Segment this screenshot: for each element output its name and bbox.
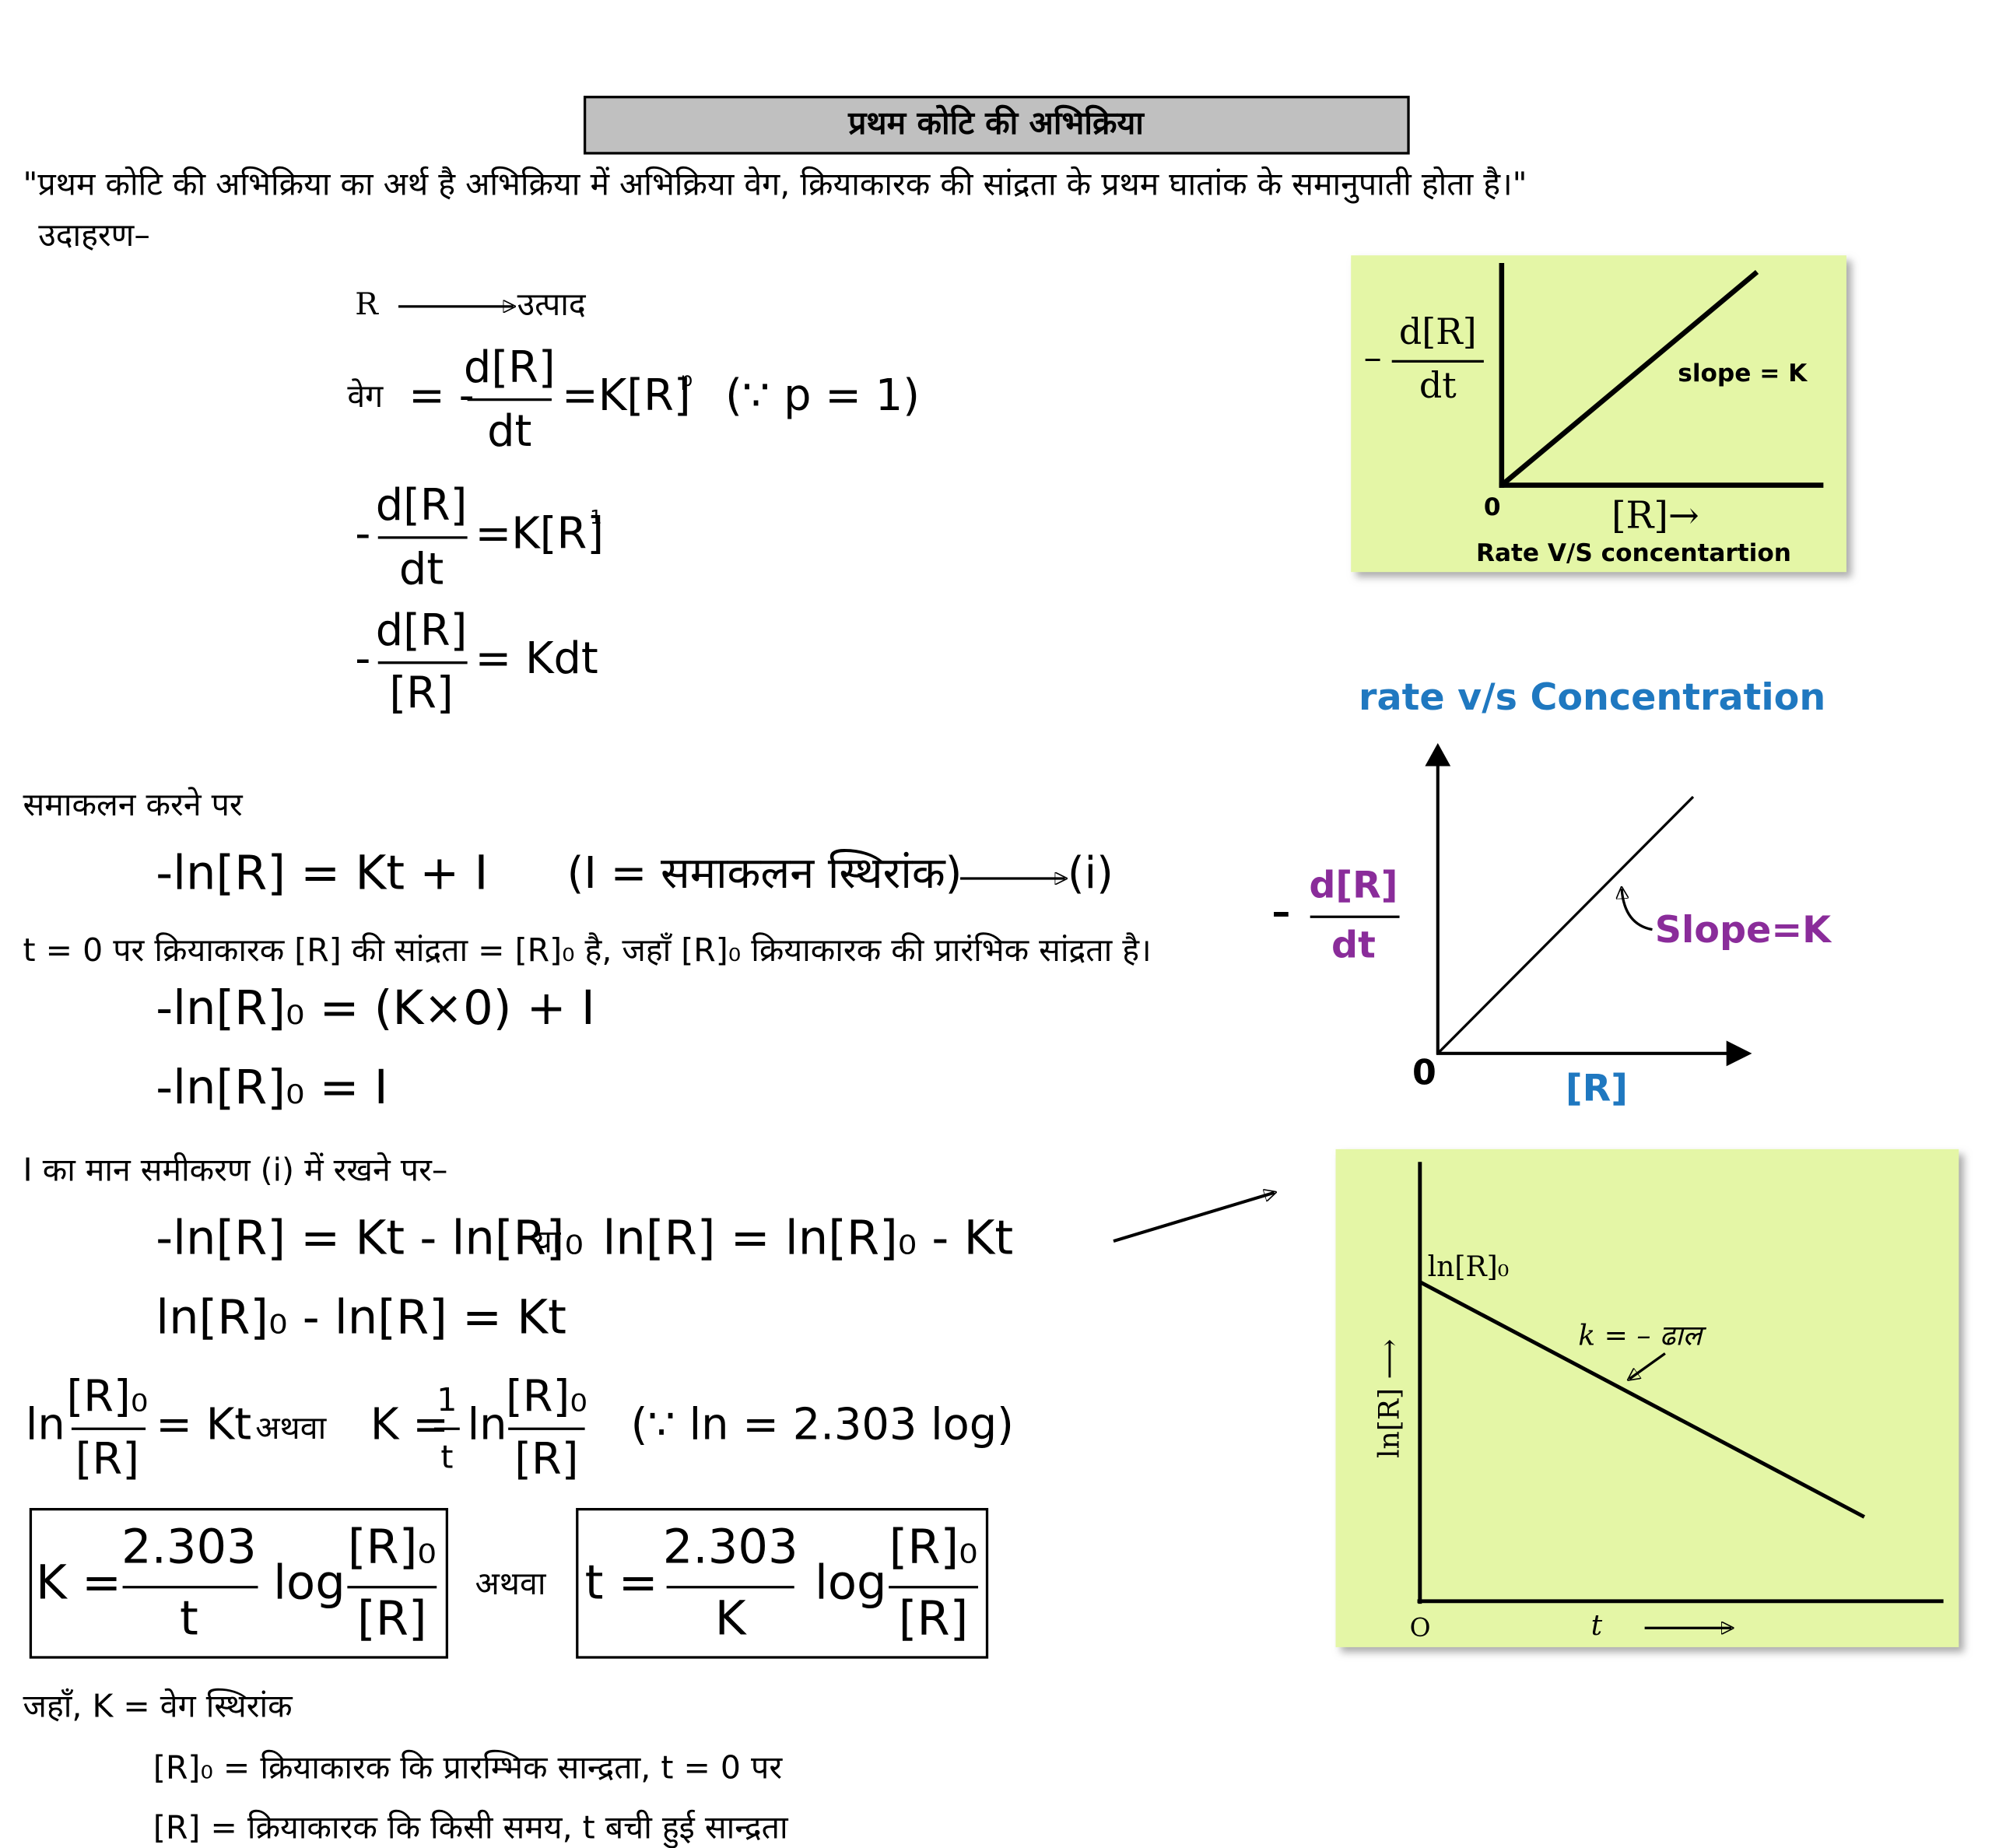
numerator: d[R] (376, 605, 468, 656)
graph-title: rate v/s Concentration (1359, 676, 1825, 719)
pointer (1622, 889, 1653, 931)
eq-text: अथवा (255, 1409, 327, 1446)
eq-text: t = (585, 1556, 658, 1611)
axis-arrow (1726, 1040, 1752, 1067)
eq-text: -ln[R] = Kt + I (156, 846, 488, 900)
eq-text: ln[R]₀ - ln[R] = Kt (156, 1290, 566, 1345)
label: – (1271, 891, 1290, 934)
numerator: d[R] (376, 480, 468, 531)
numerator: 2.303 (663, 1520, 798, 1575)
eq-text: वेग (347, 377, 384, 415)
eq-text: (i) (1068, 848, 1113, 899)
eq-text: log (815, 1556, 887, 1611)
pointer (1629, 1352, 1666, 1379)
eq-text: -ln[R]₀ = (K×0) + I (156, 981, 595, 1036)
denominator: K (715, 1592, 748, 1646)
equation-box (29, 1508, 449, 1659)
numerator: d[R] (464, 342, 556, 393)
eq-text: (I = समाकलन स्थिरांक) (567, 848, 963, 899)
denominator: [R] (899, 1592, 969, 1646)
annotation: k = – ढाल (1578, 1319, 1706, 1352)
arrow (1113, 1193, 1275, 1243)
reactant: R (355, 286, 379, 322)
text: I का मान समीकरण (i) में रखने पर– (23, 1151, 448, 1188)
definition: "प्रथम कोटि की अभिक्रिया का अर्थ है अभिक… (23, 166, 1527, 204)
numerator: [R]₀ (67, 1372, 149, 1422)
denominator: dt (399, 544, 444, 594)
label: [R]→ (1611, 495, 1699, 538)
denominator: t (440, 1439, 453, 1476)
plot-line (1499, 270, 1759, 488)
denominator: dt (487, 406, 531, 457)
plot-line (1436, 795, 1695, 1054)
denominator: [R] (357, 1592, 427, 1646)
title-box (583, 96, 1410, 155)
text: समाकलन करने पर (23, 786, 244, 823)
label: dt (1419, 364, 1457, 406)
eq-text: - (355, 633, 370, 684)
denominator: [R] (514, 1434, 578, 1485)
denominator: [R] (389, 668, 453, 718)
text: [R] = क्रियाकारक कि किसी समय, t बची हुई … (153, 1809, 789, 1848)
eq-text: -ln[R] = Kt - ln[R]₀ (156, 1212, 584, 1266)
eq-text: log (273, 1556, 345, 1611)
label: dt (1331, 924, 1376, 967)
annotation: Slope=K (1655, 909, 1832, 952)
eq-text: K = (370, 1400, 449, 1450)
graph-panel (1351, 255, 1846, 573)
label: – (1364, 336, 1382, 378)
eq-text: अथवा (475, 1565, 546, 1602)
equation-box (576, 1508, 989, 1659)
y-label: ln[R] ⟶ (1373, 1339, 1406, 1458)
eq-text: या (534, 1222, 562, 1260)
text: जहाँ, K = वेग स्थिरांक (23, 1688, 294, 1725)
axis-arrow (1425, 743, 1451, 766)
denominator: [R] (75, 1434, 139, 1485)
eq-text: ln (468, 1400, 507, 1450)
label: ln[R]₀ (1428, 1250, 1510, 1283)
caption: Rate V/S concentartion (1476, 539, 1791, 567)
label: d[R] (1309, 864, 1398, 906)
eq-text: =K[R] (475, 508, 604, 559)
eq-text: = - (409, 370, 475, 421)
origin: 0 (1412, 1054, 1436, 1093)
eq-text: =K[R] (562, 370, 691, 421)
text: [R]₀ = क्रियाकारक कि प्रारम्भिक सान्द्रत… (153, 1748, 783, 1786)
numerator: [R]₀ (348, 1520, 437, 1575)
plot-line (1419, 1280, 1866, 1519)
eq-text: K = (36, 1556, 121, 1611)
origin: O (1410, 1613, 1431, 1643)
eq-text: = Kdt (475, 633, 598, 684)
title: प्रथम कोटि की अभिक्रिया (847, 104, 1145, 142)
text: t = 0 पर क्रियाकारक [R] की सांद्रता = [R… (23, 931, 1152, 969)
denominator: t (180, 1592, 198, 1646)
graph-panel (1335, 1148, 1959, 1647)
product: उत्पाद (517, 286, 587, 323)
eq-text: ln[R] = ln[R]₀ - Kt (603, 1212, 1014, 1266)
eq-text: (∵ p = 1) (725, 370, 920, 421)
annotation: slope = K (1678, 359, 1808, 387)
label: [R] (1566, 1067, 1628, 1110)
numerator: [R]₀ (889, 1520, 978, 1575)
eq-text: - (355, 508, 370, 559)
eq-text: = Kt (156, 1400, 251, 1450)
eq-text: -ln[R]₀ = I (156, 1061, 388, 1115)
x-label: t (1591, 1608, 1603, 1642)
eq-text: ln (26, 1400, 65, 1450)
example-label: उदाहरण– (38, 216, 150, 254)
numerator: [R]₀ (506, 1372, 587, 1422)
numerator: 1 (437, 1381, 457, 1418)
superscript: 1 (590, 506, 602, 528)
numerator: 2.303 (121, 1520, 257, 1575)
eq-text: (∵ ln = 2.303 log) (631, 1400, 1014, 1450)
label: d[R] (1399, 310, 1477, 352)
superscript: p (681, 368, 693, 391)
origin: 0 (1484, 493, 1501, 521)
